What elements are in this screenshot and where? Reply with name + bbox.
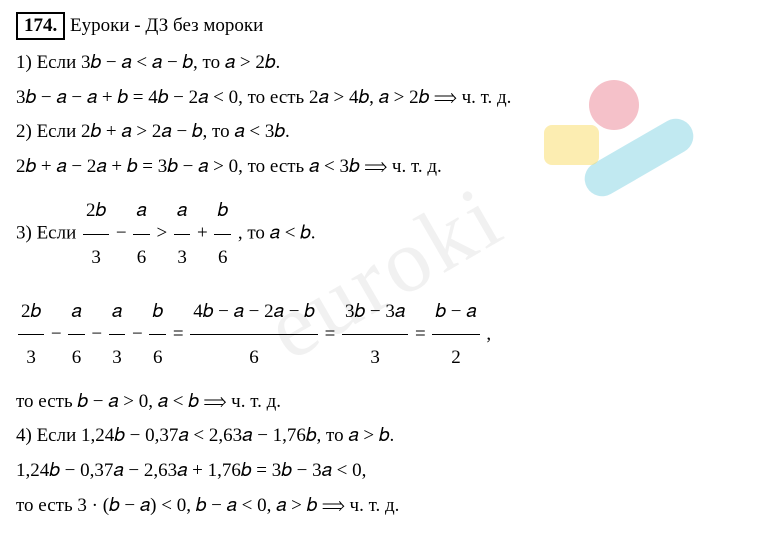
frac-2b-3: 2𝑏 3 (83, 188, 109, 280)
frac-b-a-2: 𝑏 − 𝑎 2 (432, 289, 479, 381)
title-row: 174. Еуроки - ДЗ без мороки (16, 12, 753, 40)
eq-sign: = (415, 323, 430, 344)
frac-3b-3a-3: 3𝑏 − 3𝑎 3 (342, 289, 408, 381)
part3-given: 3) Если 2𝑏 3 − 𝑎 6 > 𝑎 3 + 𝑏 6 , то 𝑎 < … (16, 188, 753, 280)
part1-given: 1) Если 3𝑏 − 𝑎 < 𝑎 − 𝑏, то 𝑎 > 2𝑏. (16, 50, 753, 77)
part2-proof: 2𝑏 + 𝑎 − 2𝑎 + 𝑏 = 3𝑏 − 𝑎 > 0, то есть 𝑎 … (16, 154, 753, 181)
eq-sign: = (173, 323, 188, 344)
part4-given: 4) Если 1,24𝑏 − 0,37𝑎 < 2,63𝑎 − 1,76𝑏, т… (16, 423, 753, 450)
problem-number: 174. (16, 12, 65, 40)
plus-sign: + (197, 223, 212, 244)
part3-suffix: , то 𝑎 < 𝑏. (238, 223, 316, 244)
part3-conclusion: то есть 𝑏 − 𝑎 > 0, 𝑎 < 𝑏 ⟹ ч. т. д. (16, 389, 753, 416)
frac-b-6-b: 𝑏 6 (149, 289, 166, 381)
part4-proof2: то есть 3 · (𝑏 − 𝑎) < 0, 𝑏 − 𝑎 < 0, 𝑎 > … (16, 493, 753, 520)
frac-a-6: 𝑎 6 (133, 188, 149, 280)
part2-given: 2) Если 2𝑏 + 𝑎 > 2𝑎 − 𝑏, то 𝑎 < 3𝑏. (16, 119, 753, 146)
minus-sign: − (132, 323, 147, 344)
part4-proof1: 1,24𝑏 − 0,37𝑎 − 2,63𝑎 + 1,76𝑏 = 3𝑏 − 3𝑎 … (16, 458, 753, 485)
part3-proof-chain: 2𝑏 3 − 𝑎 6 − 𝑎 3 − 𝑏 6 = 4𝑏 − 𝑎 − 2𝑎 − 𝑏… (16, 289, 753, 381)
minus-sign: − (91, 323, 106, 344)
frac-long-6: 4𝑏 − 𝑎 − 2𝑎 − 𝑏 6 (190, 289, 318, 381)
frac-a-3-b: 𝑎 3 (109, 289, 125, 381)
gt-sign: > (156, 223, 171, 244)
comma: , (486, 323, 491, 344)
frac-a-3: 𝑎 3 (174, 188, 190, 280)
minus-sign: − (51, 323, 66, 344)
document-content: 174. Еуроки - ДЗ без мороки 1) Если 3𝑏 −… (16, 12, 753, 519)
title-text: Еуроки - ДЗ без мороки (70, 15, 263, 36)
frac-b-6: 𝑏 6 (214, 188, 231, 280)
frac-2b-3-b: 2𝑏 3 (18, 289, 44, 381)
part1-proof: 3𝑏 − 𝑎 − 𝑎 + 𝑏 = 4𝑏 − 2𝑎 < 0, то есть 2𝑎… (16, 85, 753, 112)
frac-a-6-b: 𝑎 6 (68, 289, 84, 381)
eq-sign: = (325, 323, 340, 344)
part3-prefix: 3) Если (16, 223, 81, 244)
minus-sign: − (116, 223, 131, 244)
